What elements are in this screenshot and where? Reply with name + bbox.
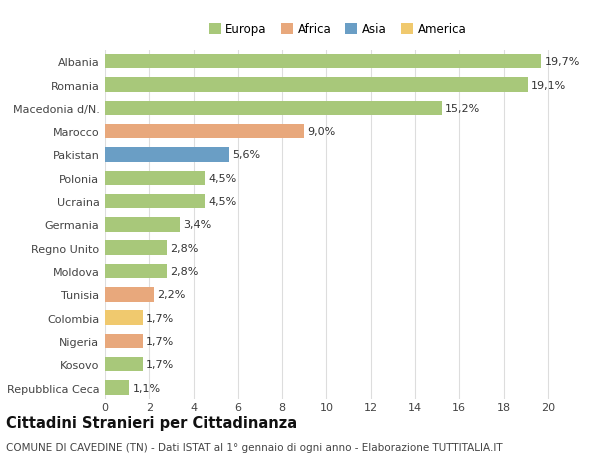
Text: 1,1%: 1,1% [133,383,161,393]
Text: 15,2%: 15,2% [445,104,480,114]
Text: 19,7%: 19,7% [545,57,580,67]
Bar [105,55,541,69]
Text: 1,7%: 1,7% [146,359,174,369]
Bar [105,171,205,185]
Text: 1,7%: 1,7% [146,313,174,323]
Text: 2,2%: 2,2% [157,290,185,300]
Legend: Europa, Africa, Asia, America: Europa, Africa, Asia, America [204,19,471,41]
Bar [105,264,167,279]
Text: 4,5%: 4,5% [208,196,236,207]
Bar [105,78,528,93]
Bar [105,101,442,116]
Bar [105,357,143,372]
Bar [105,148,229,162]
Text: Cittadini Stranieri per Cittadinanza: Cittadini Stranieri per Cittadinanza [6,415,297,431]
Bar [105,381,130,395]
Bar [105,218,180,232]
Bar [105,125,304,139]
Text: 9,0%: 9,0% [308,127,336,137]
Text: 5,6%: 5,6% [232,150,260,160]
Text: 19,1%: 19,1% [531,80,566,90]
Text: 4,5%: 4,5% [208,174,236,184]
Text: 3,4%: 3,4% [184,220,212,230]
Bar [105,241,167,255]
Bar [105,334,143,348]
Text: 1,7%: 1,7% [146,336,174,346]
Bar [105,287,154,302]
Text: COMUNE DI CAVEDINE (TN) - Dati ISTAT al 1° gennaio di ogni anno - Elaborazione T: COMUNE DI CAVEDINE (TN) - Dati ISTAT al … [6,442,503,452]
Text: 2,8%: 2,8% [170,266,199,276]
Text: 2,8%: 2,8% [170,243,199,253]
Bar [105,311,143,325]
Bar [105,195,205,209]
